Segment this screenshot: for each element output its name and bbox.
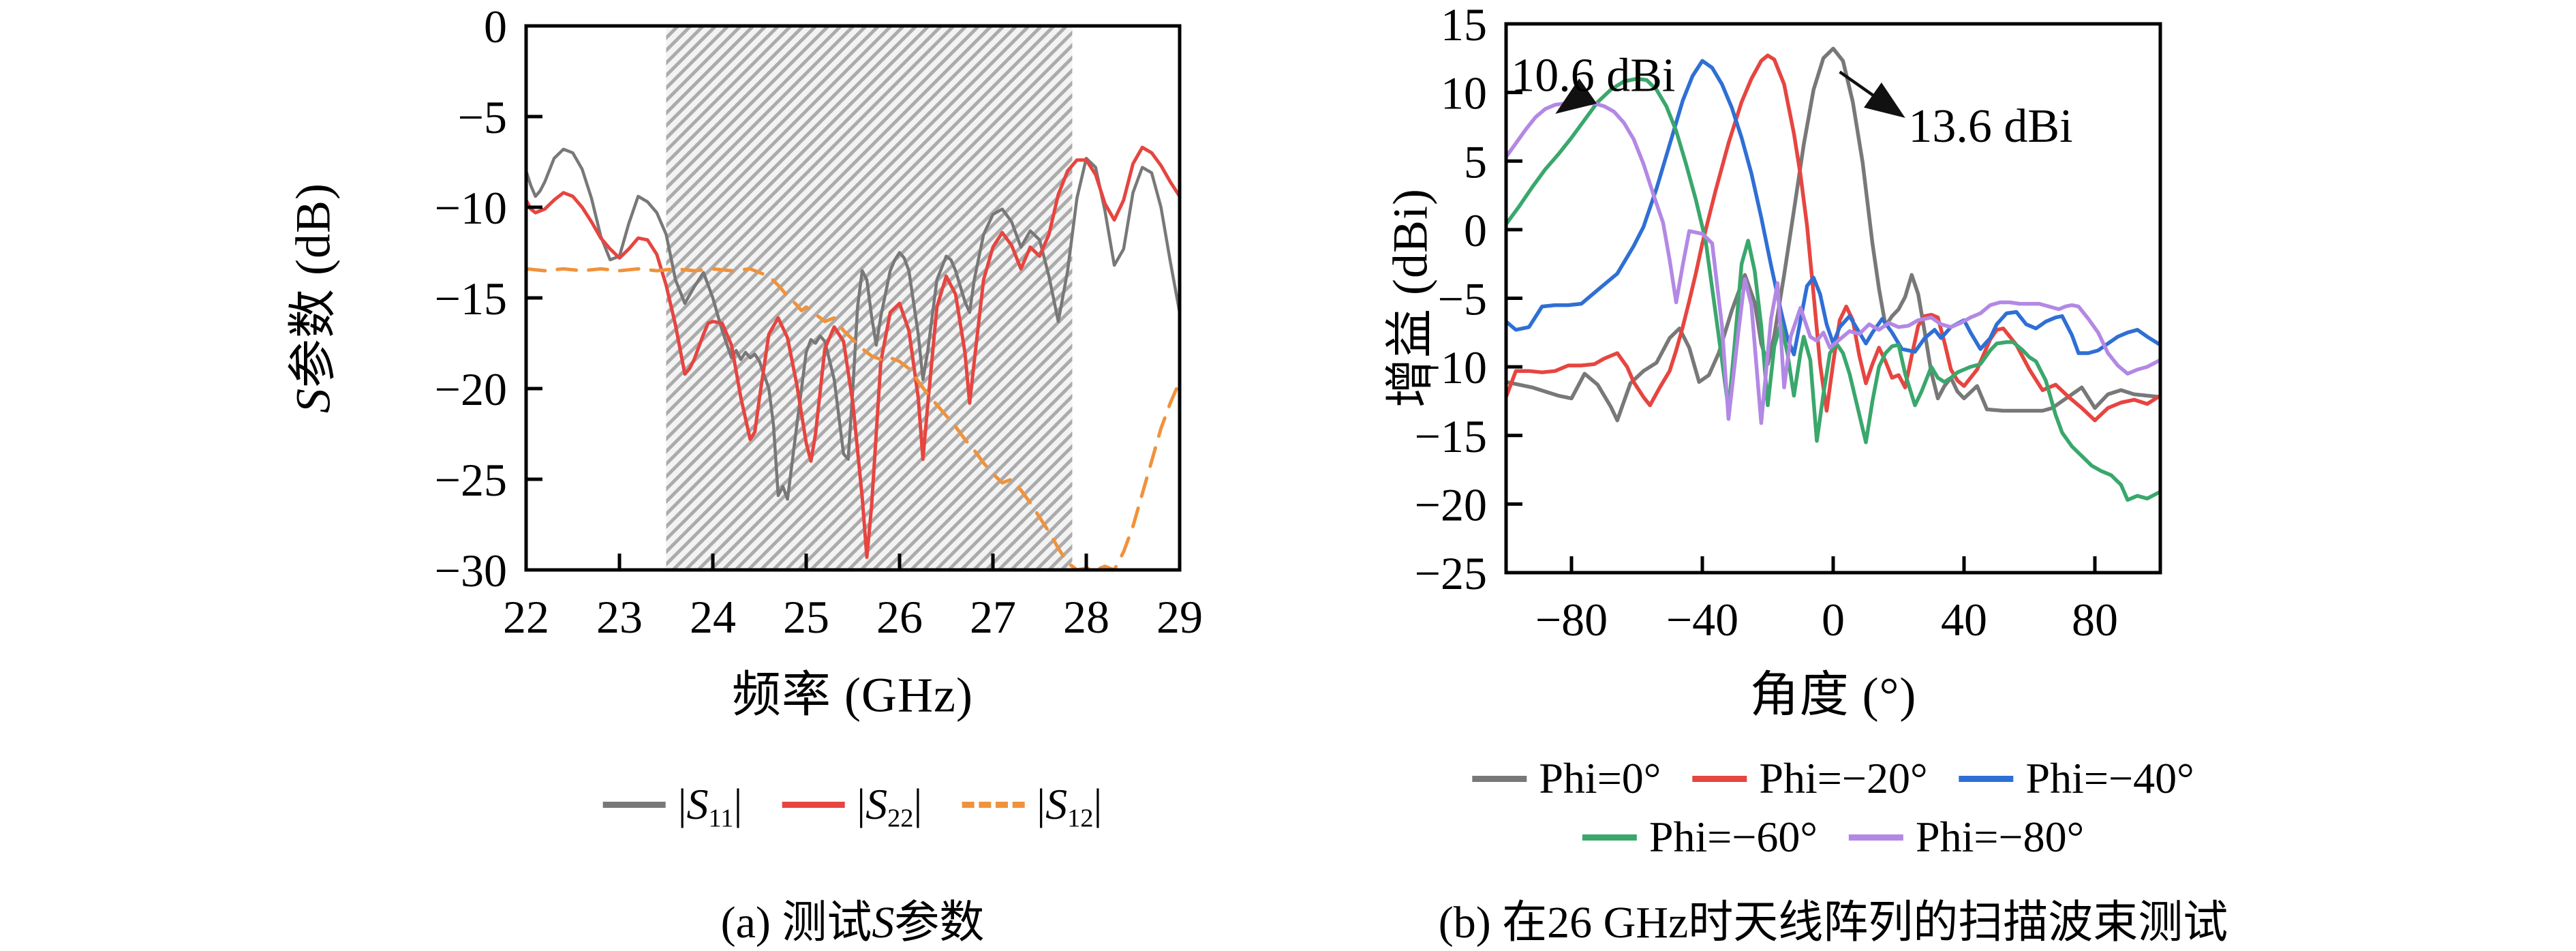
legend-label-phi-0: Phi=0°	[1539, 754, 1661, 802]
legend-line-s12	[962, 801, 1025, 808]
annotation-text-0: 10.6 dBi	[1511, 50, 1675, 102]
series-line-s22	[526, 145, 1180, 559]
y-tick-label: −10	[1415, 342, 1487, 393]
legend-item-s22: |S22|	[782, 779, 923, 833]
legend-label-s11: |S11|	[677, 780, 743, 833]
caption-a: (a) 测试S参数	[720, 898, 985, 948]
y-tick-label: −15	[1415, 410, 1487, 462]
legend-beam-scan-row1: Phi=0° Phi=−20° Phi=−40°	[1472, 753, 2194, 804]
legend-item-phi-neg60: Phi=−60°	[1582, 812, 1818, 862]
annotation-arrow-0	[1555, 78, 1597, 114]
xlabel-b-text: 角度 (°)	[1749, 667, 1917, 723]
y-tick-label: 0	[1464, 205, 1487, 256]
x-axis-label-angle: 角度 (°)	[1750, 654, 1917, 726]
xlabel-a-text: 频率 (GHz)	[732, 667, 973, 723]
x-tick-label: −40	[1666, 594, 1738, 646]
legend-line-phi-neg60	[1582, 834, 1637, 841]
legend-line-phi-neg40	[1959, 775, 2014, 782]
y-tick-label: −25	[1415, 547, 1487, 599]
x-tick-label: 40	[1941, 594, 1987, 646]
series-line-phi-0	[1506, 46, 2160, 423]
x-tick-label: 22	[503, 591, 549, 643]
legend-item-phi-neg80: Phi=−80°	[1849, 812, 2084, 862]
legend-label-phi-neg40: Phi=−40°	[2025, 754, 2194, 802]
x-tick-label: 0	[1822, 594, 1845, 646]
y-tick-label: −20	[1415, 479, 1487, 530]
x-tick-label: 29	[1156, 591, 1203, 643]
y-tick-label: 0	[484, 1, 507, 52]
annotation-arrow-1	[1839, 70, 1905, 118]
y-tick-label: −5	[1438, 273, 1487, 325]
x-tick-label: 26	[876, 591, 923, 643]
legend-line-s11	[602, 801, 666, 808]
y-tick-label: −10	[435, 182, 507, 234]
x-tick-label: 23	[596, 591, 643, 643]
ylabel-a-rest: 参数 (dB)	[286, 183, 341, 388]
chart-s-parameters: 22 23 24 25 26 27 28 29 0 −5 −10 −15 −20 −25 −30	[435, 1, 1203, 643]
legend-line-phi-neg20	[1692, 775, 1747, 782]
chart-beam-scan: −80 −40 0 40 80 15 10 5 0 −5 −10 −15 −20 −25 10.6 dBi 1…	[1415, 0, 2162, 646]
x-tick-label: 24	[690, 591, 736, 643]
legend-label-phi-neg60: Phi=−60°	[1649, 813, 1818, 861]
ylabel-a-italic: S	[286, 387, 341, 413]
y-tick-label: −25	[435, 454, 507, 506]
x-tick-label: −80	[1535, 594, 1608, 646]
legend-item-phi-0: Phi=0°	[1472, 753, 1661, 804]
legend-item-phi-neg20: Phi=−20°	[1692, 753, 1928, 804]
x-tick-label: 25	[783, 591, 829, 643]
series-line-phi-neg40	[1506, 59, 2160, 357]
annotation-text-1: 13.6 dBi	[1908, 100, 2072, 153]
legend-label-s22: |S22|	[857, 780, 923, 833]
legend-line-phi-neg80	[1849, 834, 1903, 841]
y-tick-label: −30	[435, 545, 507, 597]
y-tick-label: −15	[435, 273, 507, 324]
legend-item-s11: |S11|	[602, 779, 743, 833]
ylabel-b-text: 增益 (dBi)	[1383, 188, 1438, 408]
legend-beam-scan-row2: Phi=−60° Phi=−80°	[1582, 812, 2084, 862]
series-line-phi-neg60	[1506, 76, 2160, 502]
legend-s-parameters: |S11| |S22| |S12|	[602, 779, 1103, 833]
x-tick-label: 28	[1063, 591, 1109, 643]
legend-item-phi-neg40: Phi=−40°	[1959, 753, 2194, 804]
x-tick-label: 27	[970, 591, 1016, 643]
y-tick-label: −5	[458, 91, 507, 143]
legend-label-phi-neg80: Phi=−80°	[1916, 813, 2085, 861]
caption-b: (b) 在26 GHz时天线阵列的扫描波束测试	[1438, 898, 2228, 948]
y-tick-label: 10	[1441, 67, 1487, 119]
legend-line-phi-0	[1472, 775, 1527, 782]
y-tick-label: 15	[1441, 0, 1487, 50]
y-axis-label-gain: 增益 (dBi)	[1370, 188, 1441, 408]
y-tick-label: −20	[435, 363, 507, 415]
x-axis-label-frequency: 频率 (GHz)	[732, 654, 973, 726]
legend-label-s12: |S12|	[1037, 780, 1103, 833]
series-line-phi-neg80	[1506, 100, 2160, 425]
x-tick-label: 80	[2072, 594, 2118, 646]
legend-line-s22	[782, 801, 845, 808]
legend-label-phi-neg20: Phi=−20°	[1759, 754, 1928, 802]
y-axis-label-s-parameters: S参数 (dB)	[273, 183, 344, 413]
y-tick-label: 5	[1464, 136, 1487, 187]
legend-item-s12: |S12|	[962, 779, 1103, 833]
